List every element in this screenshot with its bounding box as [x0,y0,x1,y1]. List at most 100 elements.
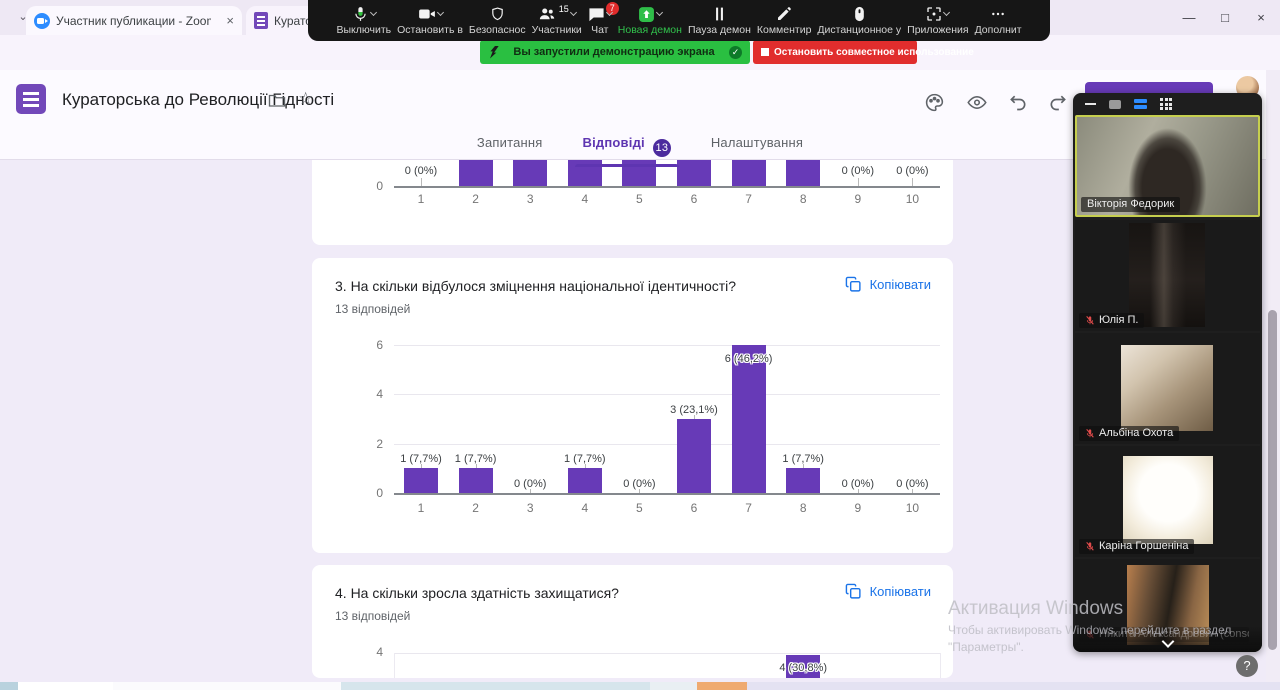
zoom-toolbar-shield[interactable]: Безопаснос [466,3,529,38]
scrollbar-thumb[interactable] [1268,310,1277,650]
grid-view-icon[interactable] [1160,98,1172,110]
copy-button[interactable]: Копіювати [845,583,931,600]
zoom-toolbar-mic[interactable]: Выключить [333,3,394,38]
maximize-button[interactable]: □ [1221,10,1229,25]
gridline [394,443,940,445]
label-leader-line [912,489,914,493]
gallery-strip-view-icon[interactable] [1134,99,1147,109]
participants-icon [538,6,556,27]
shield-check-icon: ✓ [729,45,742,59]
x-axis-tick: 10 [905,192,920,206]
responses-count: 13 відповідей [335,609,411,623]
toolbar-item-label: Дополнит [974,24,1022,36]
label-leader-line [421,464,422,469]
zoom-toolbar-remote-control[interactable]: Дистанционное у [814,3,904,38]
browser-tab-zoom[interactable]: Участник публикации - Zoom × [26,6,242,35]
x-axis-tick: 3 [526,501,534,515]
annotate-icon [776,6,792,27]
participant-video-thumbnail [1123,456,1213,544]
x-axis-tick: 6 [690,192,698,206]
taskbar-segment [650,682,697,690]
chat-unread-badge: 7 [605,2,619,15]
copy-icon [845,583,861,599]
minimize-icon[interactable] [1085,103,1096,105]
x-axis-tick: 7 [745,501,752,515]
camera-icon [418,6,436,27]
more-icon [990,6,1006,27]
google-forms-logo[interactable] [16,84,46,114]
tab-close-icon[interactable]: × [226,13,234,28]
participant-tile[interactable]: Вікторія Федорик [1075,115,1260,217]
undo-icon[interactable] [1008,92,1028,117]
taskbar-segment [18,682,113,690]
redo-icon[interactable] [1048,92,1068,117]
bar [786,655,821,678]
y-axis-tick: 6 [376,338,383,352]
stop-share-button[interactable]: Остановить совместное использование [753,40,974,64]
participant-name: Каріна Горшеніна [1079,539,1195,554]
bar [677,419,711,493]
bar-chart-q4-cropped: 4 4 (30,8%) [312,643,953,678]
x-axis-tick: 3 [526,192,534,206]
screen-share-banner: Вы запустили демонстрацию экрана ✓ [480,40,750,64]
pause-icon [713,6,726,27]
minimize-button[interactable]: — [1182,10,1196,25]
speaker-view-icon[interactable] [1109,99,1121,109]
zoom-toolbar-camera[interactable]: Остановить в [394,3,466,38]
close-button[interactable]: × [1257,10,1265,25]
send-button-partial[interactable] [1085,82,1213,96]
participant-video-thumbnail [1121,345,1213,431]
y-axis-tick: 4 [376,387,383,402]
participant-name: Альбіна Охота [1079,426,1180,441]
zoom-toolbar-apps[interactable]: Приложения [904,3,971,38]
copy-button[interactable]: Копіювати [845,276,931,293]
star-form-icon[interactable]: ☆ [298,89,314,108]
x-axis-tick: 1 [417,501,425,515]
bar-value-label: 0 (0%) [623,478,656,490]
chevron-down-icon[interactable] [436,8,444,17]
label-leader-line [475,464,477,469]
participant-tile[interactable]: Каріна Горшеніна [1075,446,1260,557]
zoom-toolbar-participants[interactable]: 15 Участники [529,3,585,38]
bar-value-label: 1 (7,7%) [564,453,606,466]
tab-questions[interactable]: Запитання [476,135,543,150]
bar-value-label: 0 (0%) [404,165,438,177]
zoom-toolbar-share-screen[interactable]: Новая демон [615,3,685,38]
tab-settings[interactable]: Налаштування [710,135,804,150]
bar-value-label: 0 (0%) [841,165,874,177]
x-axis-tick: 1 [417,192,425,206]
copy-icon [845,276,861,292]
theme-palette-icon[interactable] [924,92,945,118]
label-leader-line [803,464,805,469]
zoom-toolbar-pause[interactable]: Пауза демон [685,3,754,38]
toolbar-item-label: Новая демон [617,24,682,36]
form-title[interactable]: Кураторська до Революції Гідності [62,90,335,109]
chevron-down-icon[interactable] [655,8,663,17]
x-axis-tick: 4 [581,501,589,515]
tab-responses[interactable]: Відповіді 13 [574,133,680,167]
taskbar-segment [341,682,650,690]
bar [458,468,493,493]
bar [731,345,766,493]
bar [786,468,821,493]
chevron-down-icon[interactable] [369,8,377,17]
chat-icon [588,6,605,27]
chevron-down-icon[interactable] [569,8,577,17]
bar-value-label: 0 (0%) [513,478,547,490]
participant-tile[interactable]: Юлія П. [1075,220,1260,331]
toolbar-item-label: Дистанционное у [817,24,902,36]
tab-search-icon[interactable]: ⌄ [18,11,28,23]
taskbar-segment [0,682,18,690]
preview-eye-icon[interactable] [966,92,988,118]
move-folder-icon[interactable] [268,92,286,113]
chevron-down-icon[interactable] [943,8,951,17]
bar [567,468,602,493]
zoom-toolbar-more[interactable]: Дополнит [972,3,1025,38]
zoom-toolbar-annotate[interactable]: Комментир [754,3,815,38]
zoom-toolbar-chat[interactable]: 7 Чат [585,2,619,38]
participants-count: 15 [558,4,569,14]
help-button[interactable]: ? [1236,655,1258,677]
participant-video-thumbnail [1129,223,1205,327]
participant-tile[interactable]: Альбіна Охота [1075,333,1260,444]
